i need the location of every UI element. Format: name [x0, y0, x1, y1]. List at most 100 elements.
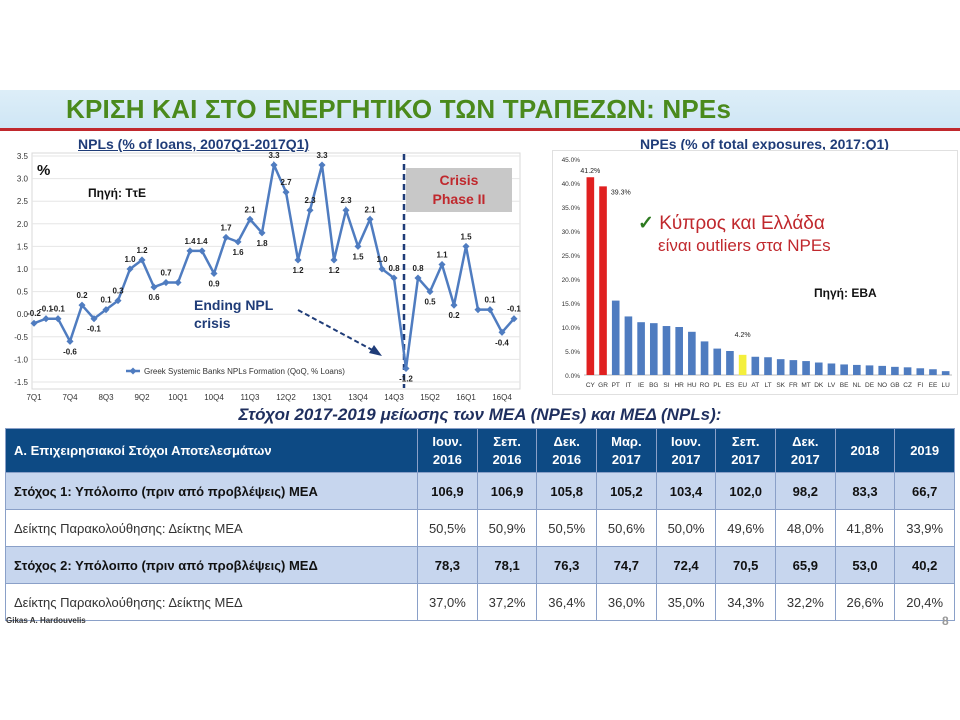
- crisis-phase-box: [406, 168, 512, 212]
- data-point: [42, 315, 50, 323]
- table-header-row: Α. Επιχειρησιακοί Στόχοι Αποτελεσμάτων Ιο…: [4, 428, 955, 473]
- crisis-label: Crisis: [440, 172, 479, 188]
- bar-x-tick-label: EE: [929, 382, 938, 389]
- value-cell: 78,3: [417, 546, 478, 584]
- data-point: [186, 247, 194, 255]
- bar-x-tick-label: IT: [626, 382, 632, 389]
- data-label: 0.1: [100, 296, 112, 305]
- value-cell: 26,6%: [834, 583, 896, 621]
- value-cell: 36,0%: [596, 583, 657, 621]
- data-label: 3.3: [316, 151, 328, 160]
- value-cell: 105,8: [536, 472, 598, 510]
- row-label-cell: Στόχος 1: Υπόλοιπο (πριν από προβλέψεις)…: [4, 472, 419, 510]
- bar-x-tick-label: RO: [700, 382, 710, 389]
- value-cell: 50,5%: [536, 509, 598, 547]
- value-cell: 48,0%: [775, 509, 836, 547]
- header-cell-period: Δεκ. 2017: [775, 428, 836, 473]
- bar-ee: [929, 369, 937, 375]
- legend-label: Greek Systemic Banks NPLs Formation (QoQ…: [144, 367, 345, 376]
- right-chart-title: NPEs (% of total exposures, 2017:Q1): [640, 136, 889, 152]
- bar-pl: [713, 348, 722, 375]
- bar-x-tick-label: DK: [814, 382, 824, 389]
- data-point: [330, 256, 338, 264]
- data-point: [66, 337, 74, 345]
- y-tick-label: 2.5: [17, 197, 29, 206]
- y-tick-label: 1.5: [17, 242, 29, 251]
- x-tick-label: 9Q2: [134, 393, 150, 402]
- x-tick-label: 12Q2: [276, 393, 296, 402]
- data-label: 1.4: [196, 237, 208, 246]
- crisis-word-label: crisis: [194, 315, 231, 331]
- data-point: [462, 242, 470, 250]
- data-point: [366, 215, 374, 223]
- data-label: 2.3: [304, 196, 316, 205]
- data-point: [318, 161, 326, 169]
- bar-x-tick-label: LT: [764, 382, 771, 389]
- bar-y-tick-label: 10.0%: [562, 325, 581, 332]
- bar-y-tick-label: 35.0%: [562, 205, 581, 212]
- y-tick-label: -0.5: [14, 333, 28, 342]
- bar-x-tick-label: HR: [674, 382, 684, 389]
- bar-gr: [599, 186, 607, 375]
- data-label: 0.9: [208, 280, 220, 289]
- data-point: [486, 306, 494, 314]
- data-point: [426, 288, 434, 296]
- title-rule: [0, 128, 960, 131]
- bar-x-tick-label: DE: [865, 382, 875, 389]
- bar-x-tick-label: SK: [776, 382, 785, 389]
- x-tick-label: 16Q4: [492, 393, 512, 402]
- y-tick-label: 3.5: [17, 152, 29, 161]
- header-cell-period: Σεπ. 2017: [715, 428, 776, 473]
- data-label: 0.5: [424, 298, 436, 307]
- data-point: [150, 283, 158, 291]
- value-cell: 20,4%: [894, 583, 955, 621]
- data-label: 2.1: [244, 205, 256, 214]
- value-cell: 72,4: [655, 546, 717, 584]
- value-cell: 83,3: [834, 472, 896, 510]
- crisis-phase-label: Phase II: [433, 191, 486, 207]
- y-tick-label: 1.0: [17, 265, 29, 274]
- value-cell: 98,2: [775, 472, 836, 510]
- header-cell-period: Μαρ. 2017: [596, 428, 657, 473]
- data-point: [282, 188, 290, 196]
- bar-x-tick-label: EU: [738, 382, 747, 389]
- goal-row: Στόχος 2: Υπόλοιπο (πριν από προβλέψεις)…: [4, 546, 955, 584]
- data-label: 1.6: [232, 248, 244, 257]
- bar-x-tick-label: PT: [612, 382, 620, 389]
- bar-data-label: 41.2%: [580, 168, 600, 175]
- bar-data-label: 39.3%: [611, 189, 631, 196]
- data-point: [246, 215, 254, 223]
- bar-x-tick-label: AT: [751, 382, 759, 389]
- bar-sk: [776, 359, 785, 375]
- outliers-line-1: ✓ Κύπρος και Ελλάδα: [638, 213, 825, 234]
- bar-bg: [649, 323, 658, 375]
- data-label: 0.2: [448, 311, 460, 320]
- bar-lu: [941, 371, 950, 375]
- value-cell: 33,9%: [894, 509, 955, 547]
- bar-cz: [903, 367, 912, 375]
- data-label: 1.2: [292, 266, 304, 275]
- value-cell: 106,9: [476, 472, 538, 510]
- x-tick-label: 8Q3: [98, 393, 114, 402]
- data-point: [222, 233, 230, 241]
- value-cell: 105,2: [596, 472, 657, 510]
- value-cell: 41,8%: [834, 509, 896, 547]
- bar-x-tick-label: LU: [941, 382, 950, 389]
- table-title: Στόχοι 2017-2019 μείωσης των ΜΕΑ (NPEs) …: [238, 405, 722, 424]
- bar-x-tick-label: LV: [828, 382, 836, 389]
- header-cell-period: Ιουν. 2016: [417, 428, 478, 473]
- data-point: [258, 229, 266, 237]
- value-cell: 34,3%: [715, 583, 776, 621]
- bar-x-tick-label: FI: [917, 382, 923, 389]
- data-label: 0.3: [112, 287, 124, 296]
- value-cell: 32,2%: [775, 583, 836, 621]
- value-cell: 70,5: [715, 546, 776, 584]
- bar-hu: [688, 331, 696, 375]
- value-cell: 37,0%: [417, 583, 478, 621]
- percent-unit: %: [37, 162, 50, 179]
- title-band: [0, 90, 960, 128]
- header-cell-period: Δεκ. 2016: [536, 428, 598, 473]
- data-point: [354, 242, 362, 250]
- bar-data-label: 4.2%: [735, 332, 751, 339]
- data-point: [90, 315, 98, 323]
